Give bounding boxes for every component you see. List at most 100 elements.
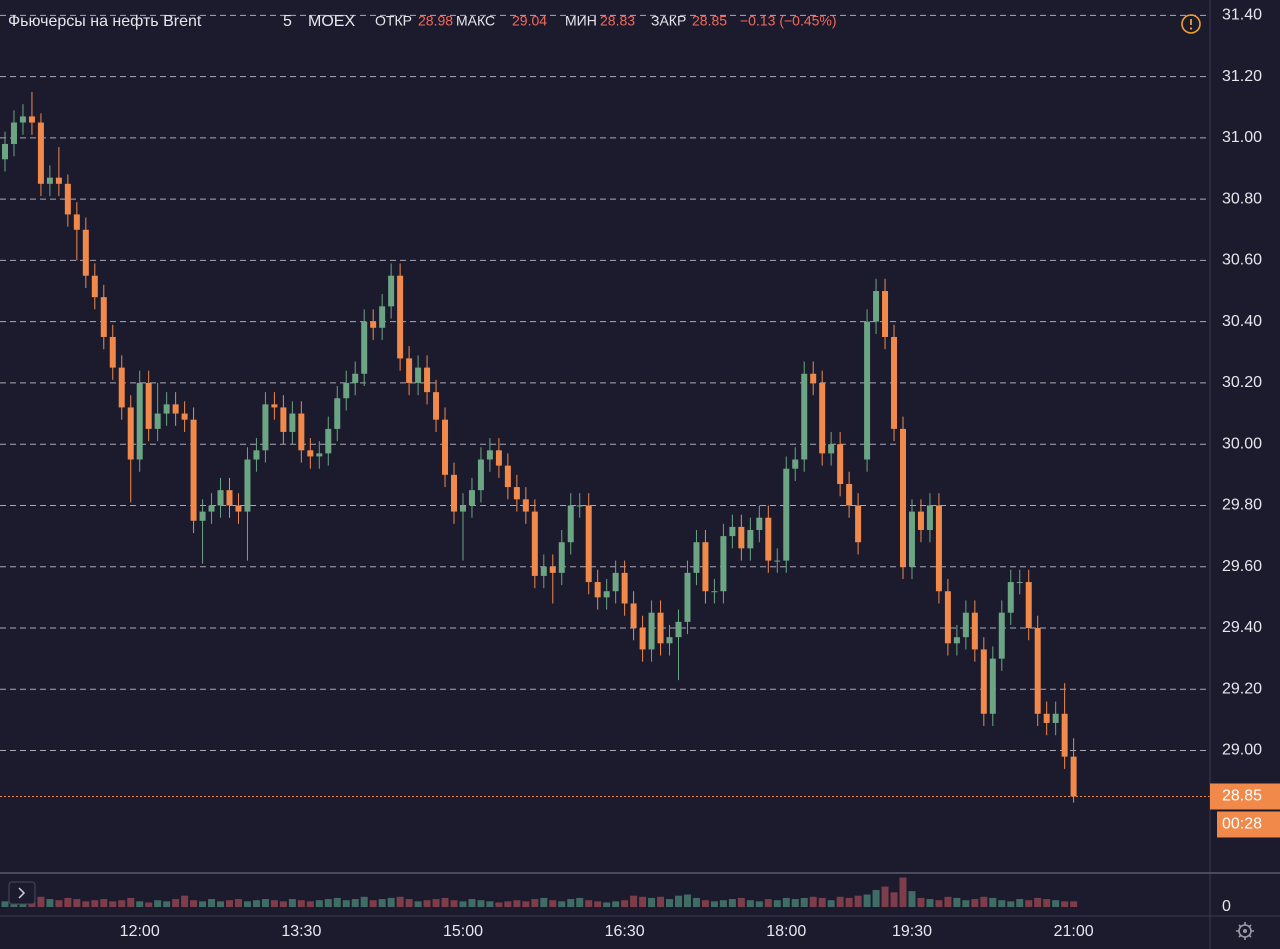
volume-bar — [558, 901, 566, 907]
candle-body — [576, 505, 583, 507]
volume-bar — [414, 901, 422, 907]
volume-bar — [441, 897, 449, 907]
candle-body — [567, 505, 574, 543]
volume-bar — [728, 899, 736, 907]
volume-bar — [333, 897, 341, 907]
candle-body — [873, 291, 880, 322]
volume-bar — [648, 897, 656, 907]
candle-body — [190, 419, 197, 521]
volume-bar — [612, 901, 620, 907]
volume-bar — [181, 895, 189, 907]
candle-body — [235, 505, 242, 512]
candle-body — [855, 505, 862, 543]
candle-body — [666, 637, 673, 644]
volume-bar — [136, 901, 144, 907]
last-price-label: 28.85 — [1222, 788, 1262, 805]
volume-bar — [1007, 901, 1015, 907]
volume-bar — [1034, 897, 1042, 907]
volume-bar — [576, 897, 584, 907]
candle-body — [46, 177, 53, 184]
candle-body — [271, 404, 278, 408]
candle-body — [675, 621, 682, 638]
y-tick-label: 29.60 — [1222, 558, 1262, 575]
candle-body — [406, 358, 413, 383]
candle-body — [971, 612, 978, 650]
volume-bar — [1, 901, 9, 907]
expand-button[interactable] — [8, 881, 36, 905]
candle-body — [172, 404, 179, 414]
y-tick-label: 31.40 — [1222, 7, 1262, 24]
candle-body — [774, 560, 781, 562]
candle-body — [433, 392, 440, 420]
volume-tick-label: 0 — [1222, 898, 1231, 915]
volume-bar — [585, 900, 593, 907]
volume-bar — [719, 900, 727, 907]
candle-body — [442, 419, 449, 475]
candle-body — [738, 526, 745, 549]
candle-body — [935, 505, 942, 592]
candle-body — [73, 214, 80, 230]
candle-body — [370, 321, 377, 328]
volume-bar — [755, 901, 763, 907]
volume-bar — [46, 899, 54, 907]
high-value: 29.04 — [512, 13, 547, 29]
volume-bar — [701, 900, 709, 907]
volume-bar — [989, 897, 997, 907]
volume-bar — [91, 900, 99, 907]
volume-bar — [809, 896, 817, 907]
candle-body — [612, 572, 619, 592]
volume-bar — [953, 897, 961, 907]
volume-bar — [899, 877, 907, 907]
candle-body — [118, 367, 125, 408]
volume-bar — [746, 900, 754, 907]
volume-bar — [288, 899, 296, 907]
interval: 5 — [283, 13, 292, 30]
candle-body — [280, 407, 287, 432]
low-label: МИН — [565, 13, 597, 29]
y-tick-label: 30.40 — [1222, 313, 1262, 330]
countdown-label: 00:28 — [1222, 816, 1262, 833]
candle-body — [828, 444, 835, 454]
candle-body — [792, 459, 799, 469]
volume-bar — [387, 897, 395, 907]
open-value: 28.98 — [418, 13, 453, 29]
candle-body — [451, 474, 457, 512]
y-tick-label: 30.00 — [1222, 435, 1262, 452]
volume-bar — [935, 900, 943, 907]
candle-body — [379, 306, 386, 328]
candle-body — [944, 591, 951, 644]
settings-icon[interactable] — [1236, 922, 1254, 940]
volume-bar — [710, 901, 718, 907]
candle-body — [1007, 582, 1014, 613]
volume-bar — [226, 900, 233, 907]
alert-icon[interactable] — [1181, 14, 1201, 34]
volume-bar — [827, 900, 835, 907]
candle-body — [603, 591, 610, 598]
candle-body — [477, 459, 484, 491]
candle-body — [882, 291, 889, 337]
volume-bar — [208, 899, 216, 907]
countdown-box — [1217, 811, 1280, 838]
candle-body — [37, 122, 44, 184]
volume-bar — [621, 900, 629, 907]
candle-body — [980, 649, 987, 714]
volume-bar — [737, 897, 745, 907]
candle-body — [388, 275, 395, 307]
low-value: 28.83 — [600, 13, 635, 29]
volume-bar — [342, 900, 350, 907]
candle-body — [145, 382, 152, 429]
volume-bar — [55, 900, 63, 907]
candle-body — [953, 637, 960, 644]
candle-body — [244, 459, 251, 512]
candle-body — [558, 542, 565, 573]
volume-bar — [962, 900, 970, 907]
candle-body — [486, 450, 493, 460]
candle-body — [208, 505, 215, 512]
volume-bar — [306, 901, 314, 907]
close-value: 28.85 — [692, 13, 727, 29]
x-tick-label: 16:30 — [605, 923, 645, 940]
volume-bar — [926, 899, 934, 907]
candle-body — [397, 275, 404, 359]
volume-bar — [64, 897, 72, 907]
